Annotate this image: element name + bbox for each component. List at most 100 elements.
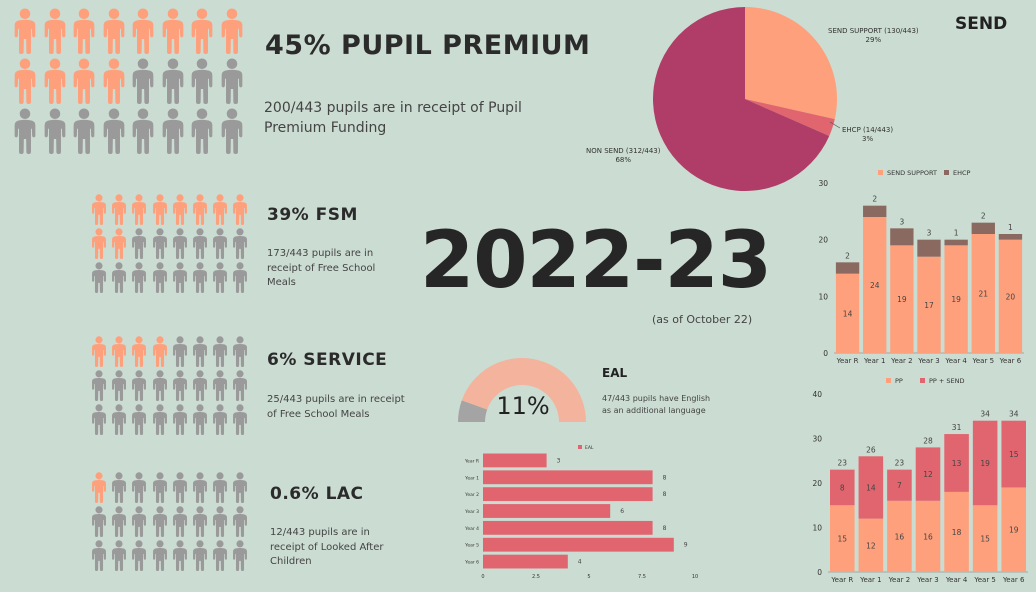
bar-top-label: 34 <box>1009 410 1019 419</box>
x-tick-label: Year 5 <box>973 576 996 584</box>
as-of-note: (as of October 22) <box>652 313 753 326</box>
bar-segment <box>863 205 887 217</box>
y-tick-label: 0 <box>817 568 822 577</box>
pupil-premium-desc-line2: Premium Funding <box>264 120 387 137</box>
bar-segment <box>858 456 884 519</box>
pie-label-non-send-pct: 68% <box>615 156 632 165</box>
pie-label-send-support-pct: 29% <box>865 36 882 45</box>
bar <box>483 453 547 468</box>
person-icon <box>44 108 65 154</box>
legend-swatch <box>944 170 949 175</box>
legend-swatch <box>578 445 582 449</box>
y-tick-label: Year 5 <box>464 543 479 549</box>
person-icon <box>132 228 147 259</box>
y-tick-label: 40 <box>812 390 822 399</box>
person-icon <box>192 404 207 435</box>
bar-value-label: 18 <box>952 528 962 537</box>
person-icon <box>132 540 147 571</box>
people-row <box>12 58 248 104</box>
person-icon <box>152 506 167 537</box>
bar-segment <box>830 505 855 572</box>
bar-value-label: 12 <box>923 470 933 479</box>
bar-value-label: 9 <box>684 542 688 549</box>
people-row <box>90 472 252 503</box>
person-icon <box>152 404 167 435</box>
x-tick-label: Year 2 <box>890 357 913 365</box>
bar-value-label: 24 <box>870 281 880 290</box>
person-icon <box>213 370 228 401</box>
y-tick-label: 30 <box>818 179 828 188</box>
service-desc-line2: of Free School Meals <box>267 408 370 420</box>
bar-segment <box>1001 487 1026 572</box>
person-icon <box>112 370 127 401</box>
person-icon <box>103 108 124 154</box>
bar-segment <box>890 245 914 353</box>
person-icon <box>213 540 228 571</box>
person-icon <box>192 262 207 293</box>
bar <box>483 470 653 485</box>
people-row <box>90 540 252 571</box>
person-icon-highlighted <box>92 194 106 225</box>
person-icon <box>152 472 167 503</box>
bar-top-label: 2 <box>981 212 986 221</box>
person-icon <box>132 58 154 104</box>
person-icon <box>172 540 187 571</box>
person-icon <box>172 370 187 401</box>
people-row <box>90 262 252 293</box>
x-tick-label: 10 <box>692 574 698 580</box>
bar-segment <box>998 234 1023 240</box>
person-icon <box>132 506 147 537</box>
person-icon-highlighted <box>132 336 147 367</box>
pie-slice-send-support <box>745 7 837 120</box>
person-icon <box>132 472 147 503</box>
bar-top-label: 2 <box>872 195 877 204</box>
bar-value-label: 12 <box>866 541 876 550</box>
bar-segment <box>972 420 998 506</box>
lac-desc-line1: 12/443 pupils are in <box>270 527 370 538</box>
fsm-desc: 173/443 pupils are in receipt of Free Sc… <box>267 247 375 291</box>
bar-value-label: 21 <box>979 290 989 299</box>
person-icon <box>191 108 213 154</box>
y-tick-label: Year 6 <box>464 560 479 566</box>
x-tick-label: Year 1 <box>863 357 886 365</box>
legend-label: PP <box>895 377 903 385</box>
person-icon <box>191 58 213 104</box>
person-icon <box>233 472 248 503</box>
person-icon <box>172 228 187 259</box>
x-tick-label: Year 6 <box>999 357 1022 365</box>
y-tick-label: 0 <box>823 349 828 358</box>
person-icon <box>233 336 248 367</box>
bar-segment <box>998 239 1023 353</box>
person-icon <box>73 108 95 154</box>
bar-segment <box>944 434 969 492</box>
x-tick-label: Year 4 <box>945 576 968 584</box>
bar-value-label: 4 <box>578 559 582 566</box>
bar-value-label: 19 <box>980 459 990 468</box>
x-tick-label: Year R <box>836 357 859 365</box>
person-icon <box>192 370 207 401</box>
person-icon-highlighted <box>152 194 167 225</box>
person-icon-highlighted <box>233 194 248 225</box>
y-tick-label: 10 <box>818 292 828 301</box>
y-tick-label: Year 3 <box>464 509 479 515</box>
send-pie-chart <box>653 7 840 191</box>
x-tick-label: Year 3 <box>917 357 940 365</box>
person-icon <box>112 404 127 435</box>
bar-segment <box>944 245 968 353</box>
pie-label-ehcp-pct: 3% <box>862 135 874 144</box>
fsm-title: 39% FSM <box>267 205 358 225</box>
person-icon <box>192 540 207 571</box>
person-icon <box>221 58 242 104</box>
person-icon <box>14 108 36 154</box>
pupil-premium-title: 45% PUPIL PREMIUM <box>265 30 591 61</box>
bar-segment <box>1001 420 1026 488</box>
bar-segment <box>887 469 912 501</box>
person-icon-highlighted <box>14 58 36 104</box>
pp-stacked-bar-chart: PP PP + SEND 0 10 20 30 40 15 8 23 Year R 12 14 26 Yea… <box>812 377 1028 584</box>
person-icon-highlighted <box>112 194 127 225</box>
pupil-premium-people-grid <box>12 8 248 158</box>
pupil-premium-desc-line1: 200/443 pupils are in receipt of Pupil <box>264 100 522 116</box>
service-desc: 25/443 pupils are in receipt of Free Sch… <box>267 393 405 422</box>
person-icon <box>92 370 106 401</box>
y-tick-label: 30 <box>812 435 822 444</box>
